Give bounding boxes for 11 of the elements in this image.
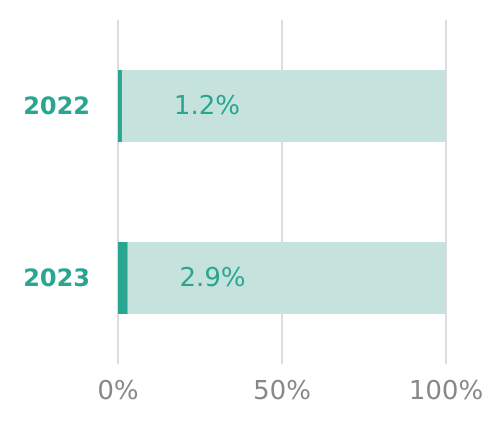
bar: [118, 242, 128, 314]
data-label: 1.2%: [174, 91, 240, 121]
bar: [118, 70, 122, 142]
x-tick-label: 50%: [253, 376, 311, 406]
y-tick-label: 2022: [23, 92, 90, 120]
y-tick-label: 2023: [23, 264, 90, 292]
x-tick-label: 0%: [97, 376, 139, 406]
x-tick-label: 100%: [408, 376, 484, 406]
bar: [122, 70, 446, 142]
bar: [128, 242, 446, 314]
data-label: 2.9%: [180, 263, 246, 293]
